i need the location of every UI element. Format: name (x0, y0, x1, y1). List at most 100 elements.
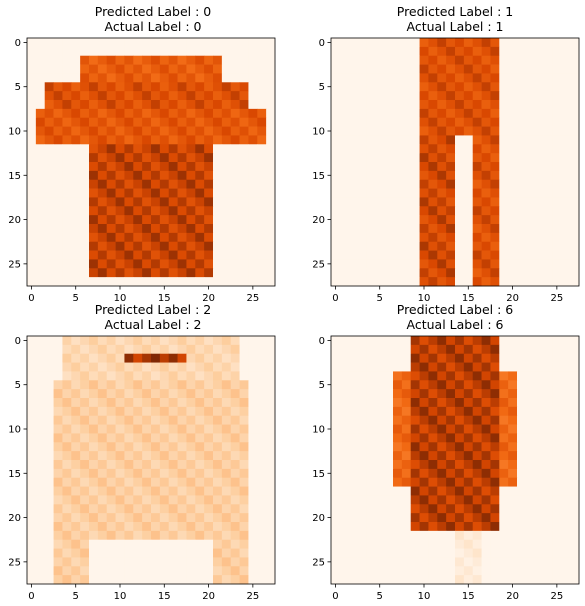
heatmap-cell (525, 557, 536, 567)
heatmap-cell (89, 380, 99, 390)
heatmap-cell (27, 362, 37, 372)
heatmap-cell (159, 557, 170, 567)
heatmap-cell (168, 108, 178, 119)
heatmap-cell (463, 451, 474, 461)
heatmap-cell (195, 82, 205, 92)
heatmap-cell (221, 398, 232, 408)
heatmap-cell (248, 548, 258, 558)
heatmap-cell (419, 468, 429, 479)
heatmap-cell (384, 513, 394, 523)
heatmap-cell (106, 277, 116, 287)
heatmap-cell (570, 135, 580, 145)
heatmap-cell (534, 162, 544, 172)
heatmap-cell (517, 442, 527, 452)
heatmap-cell (552, 415, 562, 425)
heatmap-cell (239, 100, 249, 110)
heatmap-cell (348, 55, 358, 65)
heatmap-cell (177, 170, 187, 181)
heatmap-cell (106, 398, 116, 408)
heatmap-cell (481, 82, 491, 92)
heatmap-cell (248, 522, 258, 532)
heatmap-cell (168, 353, 178, 363)
heatmap-cell (62, 126, 72, 136)
x-tick-label: 10 (114, 591, 127, 602)
heatmap-cell (446, 539, 456, 549)
heatmap-cell (455, 55, 465, 65)
heatmap-cell (142, 468, 152, 479)
panel-title-line-2: Actual Label : 1 (407, 19, 504, 34)
heatmap-cell (27, 451, 37, 461)
heatmap-cell (393, 344, 403, 355)
heatmap-cell (446, 530, 456, 541)
heatmap-cell (230, 575, 240, 585)
heatmap-cell (552, 224, 562, 234)
heatmap-cell (89, 206, 99, 216)
heatmap-cell (257, 451, 267, 461)
heatmap-cell (159, 460, 170, 470)
heatmap-cell (437, 224, 447, 234)
heatmap-cell (221, 442, 232, 452)
heatmap-cell (570, 424, 580, 434)
heatmap-cell (481, 46, 491, 57)
heatmap-cell (213, 406, 223, 417)
heatmap-cell (543, 197, 553, 207)
heatmap-cell (133, 162, 143, 172)
heatmap-cell (151, 46, 161, 57)
heatmap-cell (348, 73, 358, 83)
heatmap-cell (339, 170, 350, 181)
heatmap-cell (97, 215, 108, 225)
heatmap-cell (446, 197, 456, 207)
heatmap-cell (401, 548, 412, 558)
heatmap-cell (213, 522, 223, 532)
heatmap-cell (552, 73, 562, 83)
heatmap-cell (257, 188, 267, 198)
heatmap-cell (62, 250, 72, 260)
heatmap-cell (186, 144, 196, 154)
heatmap-cell (168, 415, 178, 425)
heatmap-cell (437, 353, 447, 363)
heatmap-cell (168, 495, 178, 505)
heatmap-cell (230, 522, 240, 532)
heatmap-cell (106, 55, 116, 65)
heatmap-cell (239, 108, 249, 119)
heatmap-cell (89, 486, 99, 496)
heatmap-cell (384, 277, 394, 287)
heatmap-cell (257, 486, 267, 496)
heatmap-cell (490, 504, 500, 514)
heatmap-cell (266, 433, 276, 443)
heatmap-cell (133, 153, 143, 163)
heatmap-cell (62, 268, 72, 278)
heatmap-cell (375, 336, 385, 346)
heatmap-cell (35, 46, 46, 57)
heatmap-cell (490, 206, 500, 216)
heatmap-cell (177, 522, 187, 532)
heatmap-cell (27, 530, 37, 541)
heatmap-cell (375, 522, 385, 532)
heatmap-cell (248, 100, 258, 110)
heatmap-cell (463, 250, 474, 260)
heatmap-cell (561, 424, 571, 434)
heatmap-cell (525, 522, 536, 532)
heatmap-cell (248, 188, 258, 198)
heatmap-cell (151, 64, 161, 74)
heatmap-cell (508, 344, 518, 355)
heatmap-cell (80, 38, 90, 48)
heatmap-cell (97, 539, 108, 549)
heatmap-cell (53, 117, 63, 127)
heatmap-cell (186, 259, 196, 269)
heatmap-cell (80, 522, 90, 532)
heatmap-cell (89, 362, 99, 372)
heatmap-cell (570, 224, 580, 234)
heatmap-cell (508, 46, 518, 57)
heatmap-cell (186, 135, 196, 145)
heatmap-cell (62, 197, 72, 207)
heatmap-cell (463, 179, 474, 189)
heatmap-cell (89, 539, 99, 549)
heatmap-cell (27, 259, 37, 269)
heatmap-cell (248, 460, 258, 470)
heatmap-cell (257, 268, 267, 278)
heatmap-cell (27, 197, 37, 207)
heatmap-cell (195, 268, 205, 278)
heatmap-cell (159, 344, 170, 355)
heatmap-cell (115, 179, 125, 189)
